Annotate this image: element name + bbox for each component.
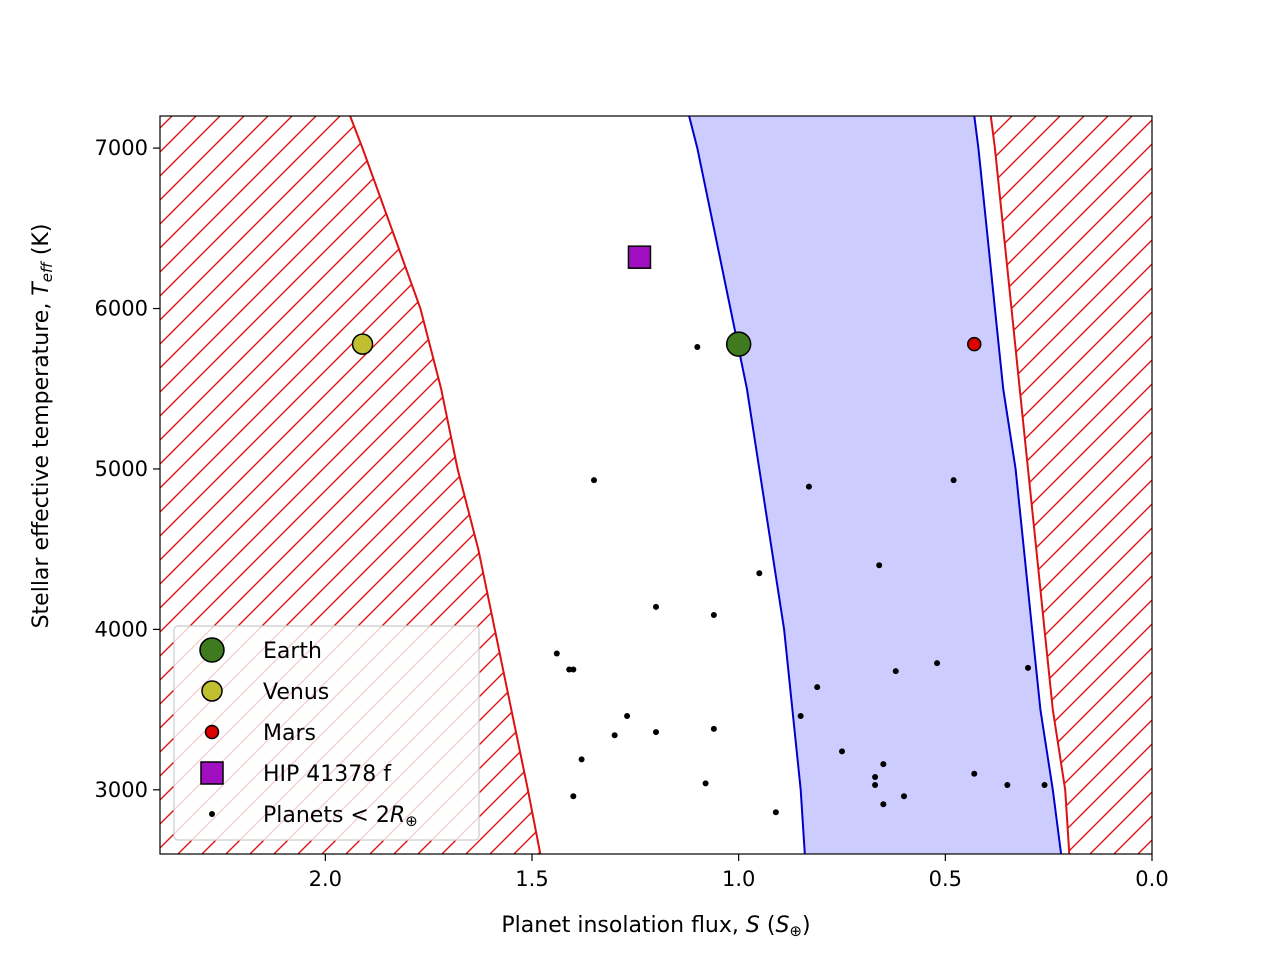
small-planet-point <box>797 713 804 720</box>
legend: Earth Venus Mars HIP 41378 f Planets < 2R⊕ <box>173 625 480 841</box>
small-planet-point <box>772 809 779 816</box>
small-planet-point <box>872 782 879 789</box>
small-planet-point <box>880 761 887 768</box>
small-planet-point <box>814 684 821 691</box>
small-planet-point <box>570 666 577 673</box>
legend-label-hip-41378-f: HIP 41378 f <box>263 762 392 787</box>
y-axis-ticks: 3000 4000 5000 6000 7000 <box>95 136 160 802</box>
optimistic-inner-edge-line <box>349 116 542 854</box>
x-tick-label: 1.0 <box>722 867 755 891</box>
small-planet-point <box>1025 664 1031 671</box>
small-planet-point <box>553 650 560 657</box>
small-planet-point <box>805 483 812 490</box>
conservative-habitable-zone <box>689 116 1062 854</box>
x-tick-label: 0.0 <box>1135 867 1168 891</box>
legend-marker-venus <box>201 680 223 702</box>
y-tick-label: 7000 <box>95 136 148 160</box>
small-planet-point <box>694 344 701 351</box>
small-planet-point <box>710 611 717 618</box>
x-axis-label: Planet insolation flux, S (S⊕) <box>501 913 810 940</box>
planet-points <box>351 245 1048 816</box>
small-planet-point <box>1041 782 1048 789</box>
conservative-inner-edge-line <box>688 116 806 854</box>
y-tick-label: 6000 <box>95 297 148 321</box>
small-planet-point <box>578 756 585 763</box>
small-planet-point <box>872 773 879 780</box>
small-planet-point <box>971 770 978 777</box>
conservative-outer-edge-line <box>973 116 1063 854</box>
x-axis-ticks: 2.0 1.5 1.0 0.5 0.0 <box>309 854 1169 891</box>
small-planet-point <box>591 477 597 484</box>
legend-marker-hip-41378-f <box>200 761 224 785</box>
small-planet-point <box>876 562 883 569</box>
legend-marker-planets-2r <box>209 811 215 817</box>
legend-label-earth: Earth <box>263 639 322 664</box>
y-tick-label: 5000 <box>95 457 148 481</box>
cold-excluded-region <box>990 116 1152 854</box>
optimistic-outer-edge-line <box>989 116 1071 854</box>
legend-marker-mars <box>204 724 220 740</box>
plot-frame <box>159 115 1153 855</box>
small-planet-point <box>653 603 659 610</box>
x-tick-label: 2.0 <box>309 867 342 891</box>
small-planet-point <box>710 725 717 732</box>
y-tick-label: 4000 <box>95 617 148 641</box>
venus-point <box>351 333 374 355</box>
small-planet-point <box>901 793 907 800</box>
earth-point <box>725 331 752 357</box>
legend-label-venus: Venus <box>263 680 329 705</box>
small-planet-point <box>702 780 709 787</box>
small-planet-point <box>570 793 577 800</box>
small-planet-point <box>1004 782 1011 789</box>
legend-box <box>173 625 480 841</box>
small-planet-point <box>653 729 659 736</box>
legend-marker-earth <box>199 637 225 663</box>
legend-label-planets-2r: Planets < 2R⊕ <box>263 803 418 830</box>
mars-point <box>967 336 982 352</box>
small-planet-point <box>611 732 618 739</box>
y-axis-label: Stellar effective temperature, Teff (K) <box>29 224 56 629</box>
hip-41378-f-point <box>627 245 652 269</box>
small-planet-point <box>934 660 941 667</box>
small-planet-point <box>756 570 763 577</box>
small-planet-point <box>892 668 899 675</box>
small-planet-point <box>950 477 957 484</box>
small-planet-point <box>624 713 631 720</box>
small-planet-point <box>566 666 573 673</box>
x-tick-label: 0.5 <box>929 867 962 891</box>
small-planet-point <box>880 801 887 808</box>
legend-label-mars: Mars <box>263 721 316 746</box>
y-tick-label: 3000 <box>95 778 148 802</box>
small-planet-point <box>839 748 845 755</box>
x-tick-label: 1.5 <box>515 867 548 891</box>
